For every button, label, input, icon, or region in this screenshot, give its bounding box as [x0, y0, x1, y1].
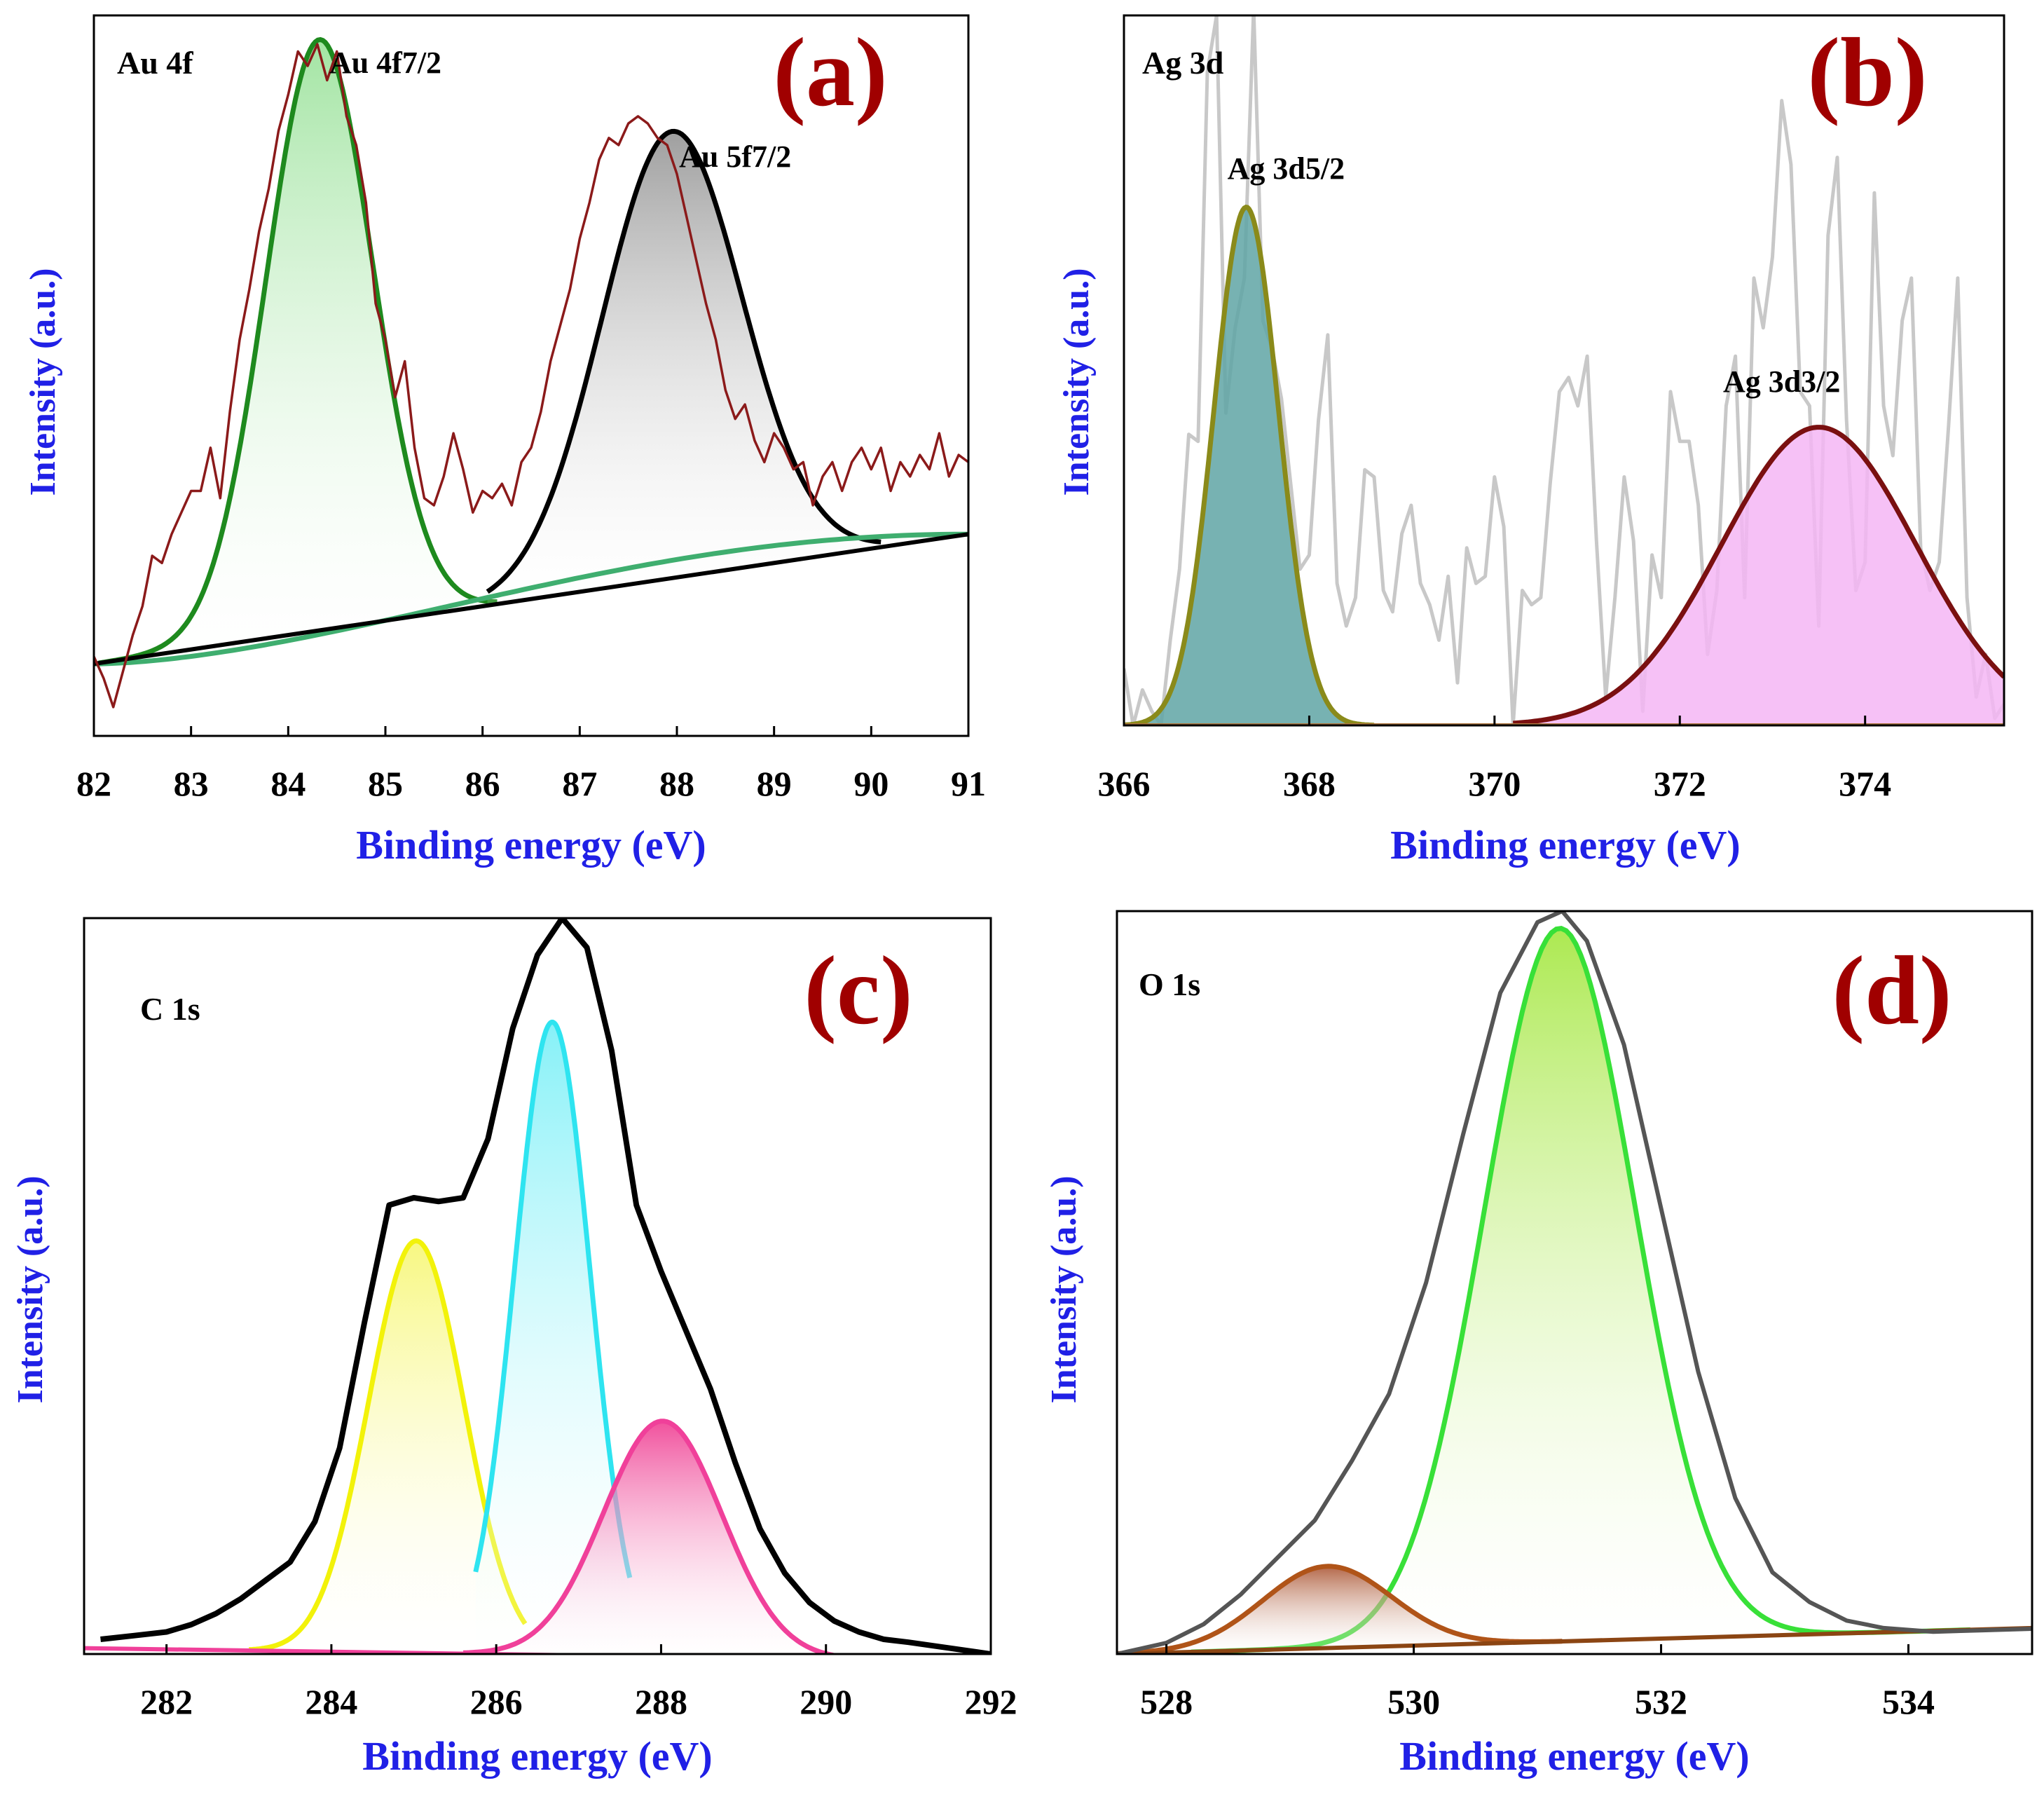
- spectrum-label: C 1s: [140, 991, 200, 1027]
- panel-letter: (c): [804, 936, 912, 1045]
- x-tick-label: 366: [1098, 764, 1151, 803]
- x-tick-label: 288: [635, 1682, 687, 1721]
- envelope-line: [100, 918, 991, 1654]
- raw-spectrum-line: [94, 43, 968, 709]
- x-tick-label: 370: [1468, 764, 1521, 803]
- fit-curve-1: [98, 36, 498, 666]
- x-tick-label: 85: [368, 764, 403, 803]
- x-axis-label: Binding energy (eV): [362, 1733, 712, 1779]
- y-axis-label: Intensity (a.u.): [11, 1175, 50, 1403]
- fit-curve-3: [463, 1419, 841, 1654]
- x-tick-label: 530: [1387, 1682, 1440, 1721]
- x-tick-label: 284: [305, 1682, 357, 1721]
- baseline: [1117, 1625, 2032, 1654]
- fit-area-1: [249, 1241, 526, 1654]
- plot-frame: [1123, 14, 2005, 727]
- fit-curve-2: [1117, 1564, 1563, 1654]
- peak-label: Au 5f7/2: [679, 139, 791, 174]
- fit-curve-1: [1124, 204, 1375, 725]
- x-tick-label: 91: [951, 764, 986, 803]
- x-tick-label: 90: [853, 764, 889, 803]
- fit-area-2: [475, 1022, 630, 1654]
- panel-letter: (a): [773, 18, 887, 127]
- x-tick-label: 84: [270, 764, 306, 803]
- baseline: [94, 532, 968, 667]
- fit-curve-2: [473, 1019, 633, 1578]
- plot-area: [94, 36, 968, 709]
- plot-area: [1117, 911, 2032, 1654]
- x-tick-label: 88: [659, 764, 694, 803]
- x-tick-label: 286: [470, 1682, 523, 1721]
- panel-letter: (b): [1807, 18, 1927, 127]
- panel-letter: (d): [1832, 936, 1952, 1045]
- x-axis-label: Binding energy (eV): [1399, 1733, 1749, 1779]
- baseline: [84, 1646, 631, 1654]
- spectrum-label: Au 4f: [117, 45, 193, 81]
- x-tick-label: 534: [1882, 1682, 1935, 1721]
- fit-curve-1: [249, 1238, 528, 1653]
- peak-label: Au 4f7/2: [329, 46, 441, 80]
- plot-frame: [83, 917, 992, 1655]
- x-tick-label: 528: [1140, 1682, 1193, 1721]
- panel-c: 282 284 286 288 290 292 Binding energy (eV) Int…: [11, 917, 1017, 1779]
- panel-a: 82 83 84 85 86 87 88 89 90 91 Binding energy (eV) I…: [23, 14, 986, 868]
- panel-d: 528 530 532 534 Binding energy (eV) Intensity…: [1044, 910, 2033, 1779]
- peak-label: Ag 3d5/2: [1228, 151, 1345, 186]
- x-axis-label: Binding energy (eV): [356, 822, 706, 868]
- plot-frame: [92, 14, 970, 737]
- x-tick-label: 86: [465, 764, 500, 803]
- x-tick-label: 82: [76, 764, 111, 803]
- x-tick-label: 83: [174, 764, 209, 803]
- envelope-line: [1117, 911, 2032, 1654]
- x-tick-label: 532: [1635, 1682, 1687, 1721]
- plot-frame: [1116, 910, 2033, 1655]
- background-curve: [94, 531, 968, 667]
- x-tick-label: 374: [1839, 764, 1891, 803]
- x-tick-label: 89: [757, 764, 792, 803]
- fit-curve-2: [1512, 425, 2004, 725]
- spectrum-label: Ag 3d: [1142, 45, 1224, 81]
- fit-area-1: [1191, 928, 1970, 1652]
- y-axis-label: Intensity (a.u.): [1044, 1175, 1084, 1403]
- spectrum-label: O 1s: [1139, 966, 1200, 1002]
- fit-area-2: [1513, 427, 2004, 725]
- peak-label: Ag 3d3/2: [1723, 364, 1840, 399]
- plot-area: [1124, 15, 2004, 725]
- x-axis-label: Binding energy (eV): [1390, 822, 1740, 868]
- x-tick-label: 282: [140, 1682, 193, 1721]
- fit-curve-2: [486, 128, 882, 594]
- x-tick-label: 372: [1654, 764, 1706, 803]
- panel-b: 366 368 370 372 374 Binding energy (eV) Intens…: [1057, 14, 2005, 868]
- fit-area-2: [487, 131, 882, 606]
- y-axis-label: Intensity (a.u.): [23, 268, 63, 496]
- y-axis-label: Intensity (a.u.): [1057, 268, 1097, 496]
- x-tick-label: 87: [562, 764, 597, 803]
- plot-area: [84, 918, 991, 1654]
- fit-area-1: [1124, 207, 1374, 725]
- x-tick-label: 368: [1283, 764, 1336, 803]
- fit-area-1: [98, 39, 498, 664]
- x-tick-label: 292: [965, 1682, 1017, 1721]
- x-tick-label: 290: [800, 1682, 852, 1721]
- fit-area-3: [463, 1421, 828, 1654]
